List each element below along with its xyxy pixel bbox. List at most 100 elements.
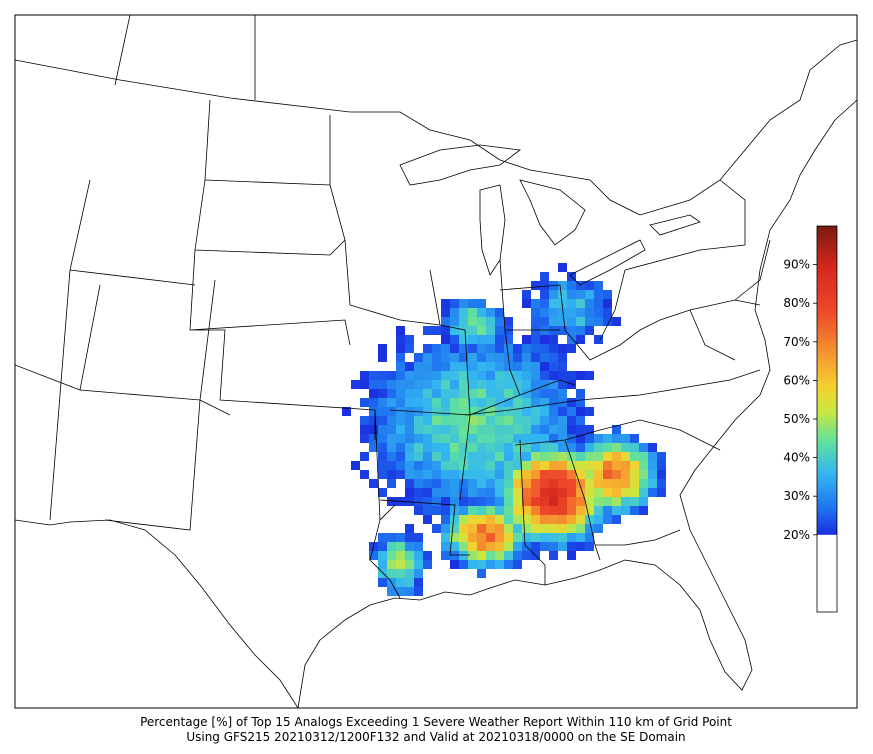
- heat-cell: [423, 479, 432, 488]
- heat-cell: [522, 551, 531, 560]
- heat-cell: [504, 416, 513, 425]
- heat-cell: [504, 434, 513, 443]
- heat-cell: [504, 524, 513, 533]
- heat-cell: [360, 398, 369, 407]
- heat-cell: [369, 551, 378, 560]
- heat-cell: [459, 344, 468, 353]
- heat-cell: [432, 362, 441, 371]
- heat-cell: [477, 479, 486, 488]
- colorbar-tick-label: 70%: [783, 335, 810, 349]
- heat-cell: [414, 425, 423, 434]
- heat-cell: [612, 506, 621, 515]
- heat-cell: [486, 389, 495, 398]
- heat-cell: [558, 290, 567, 299]
- heat-cell: [369, 389, 378, 398]
- heat-cell: [351, 461, 360, 470]
- heat-cell: [477, 416, 486, 425]
- heat-cell: [585, 308, 594, 317]
- heat-cell: [567, 317, 576, 326]
- heat-cell: [585, 497, 594, 506]
- heat-cell: [450, 407, 459, 416]
- heat-cell: [468, 389, 477, 398]
- heat-cell: [396, 398, 405, 407]
- heat-cell: [558, 380, 567, 389]
- heat-cell: [567, 308, 576, 317]
- heat-cell: [441, 317, 450, 326]
- colorbar: 20% 30% 40% 50% 60% 70% 80% 90%: [783, 225, 838, 613]
- heat-cell: [450, 317, 459, 326]
- heat-cell: [414, 353, 423, 362]
- heat-cell: [513, 470, 522, 479]
- heat-cell: [423, 452, 432, 461]
- heat-cell: [540, 479, 549, 488]
- heat-cell: [522, 434, 531, 443]
- heat-cell: [450, 542, 459, 551]
- heat-cell: [486, 452, 495, 461]
- heat-cell: [531, 416, 540, 425]
- heat-cell: [558, 470, 567, 479]
- heat-cell: [594, 479, 603, 488]
- heat-cell: [576, 488, 585, 497]
- heat-cell: [459, 353, 468, 362]
- heat-cell: [585, 452, 594, 461]
- heat-cell: [396, 461, 405, 470]
- heat-cell: [468, 335, 477, 344]
- heat-cell: [396, 380, 405, 389]
- heat-cell: [495, 551, 504, 560]
- heat-cell: [477, 515, 486, 524]
- heat-cell: [360, 380, 369, 389]
- heat-cell: [531, 308, 540, 317]
- heat-cell: [513, 416, 522, 425]
- heat-cell: [630, 461, 639, 470]
- heat-cell: [576, 533, 585, 542]
- heat-cell: [567, 344, 576, 353]
- heat-cell: [540, 452, 549, 461]
- heat-cell: [585, 326, 594, 335]
- heat-cell: [378, 371, 387, 380]
- map-frame: [14, 14, 858, 709]
- heat-cell: [513, 533, 522, 542]
- heat-cell: [405, 587, 414, 596]
- heat-cell: [450, 470, 459, 479]
- heat-cell: [477, 542, 486, 551]
- heat-cell: [405, 416, 414, 425]
- heat-cell: [612, 488, 621, 497]
- heat-cell: [504, 533, 513, 542]
- heat-cell: [504, 326, 513, 335]
- lake-superior: [399, 144, 522, 186]
- heat-cell: [477, 407, 486, 416]
- heat-cell: [513, 380, 522, 389]
- heat-cell: [594, 497, 603, 506]
- heat-cell: [630, 452, 639, 461]
- heat-cell: [567, 515, 576, 524]
- heat-cell: [396, 533, 405, 542]
- heat-cell: [621, 506, 630, 515]
- heat-cell: [360, 416, 369, 425]
- heat-cell: [486, 551, 495, 560]
- heat-cell: [432, 506, 441, 515]
- heat-cell: [459, 533, 468, 542]
- heat-cell: [423, 515, 432, 524]
- heat-cell: [414, 578, 423, 587]
- heat-cell: [522, 407, 531, 416]
- heat-cell: [522, 335, 531, 344]
- heat-cell: [594, 506, 603, 515]
- colorbar-tick-label: 20%: [783, 528, 810, 542]
- heat-cell: [522, 488, 531, 497]
- heat-cell: [405, 425, 414, 434]
- heat-cell: [540, 344, 549, 353]
- heat-cell: [477, 389, 486, 398]
- heat-cell: [477, 434, 486, 443]
- heat-cell: [387, 587, 396, 596]
- heat-cell: [369, 398, 378, 407]
- heat-cell: [648, 461, 657, 470]
- heat-cell: [405, 488, 414, 497]
- heat-cell: [396, 443, 405, 452]
- heat-cell: [468, 308, 477, 317]
- heat-cell: [486, 515, 495, 524]
- heat-cell: [603, 308, 612, 317]
- heat-cell: [450, 299, 459, 308]
- heat-cell: [540, 524, 549, 533]
- heat-cell: [657, 461, 666, 470]
